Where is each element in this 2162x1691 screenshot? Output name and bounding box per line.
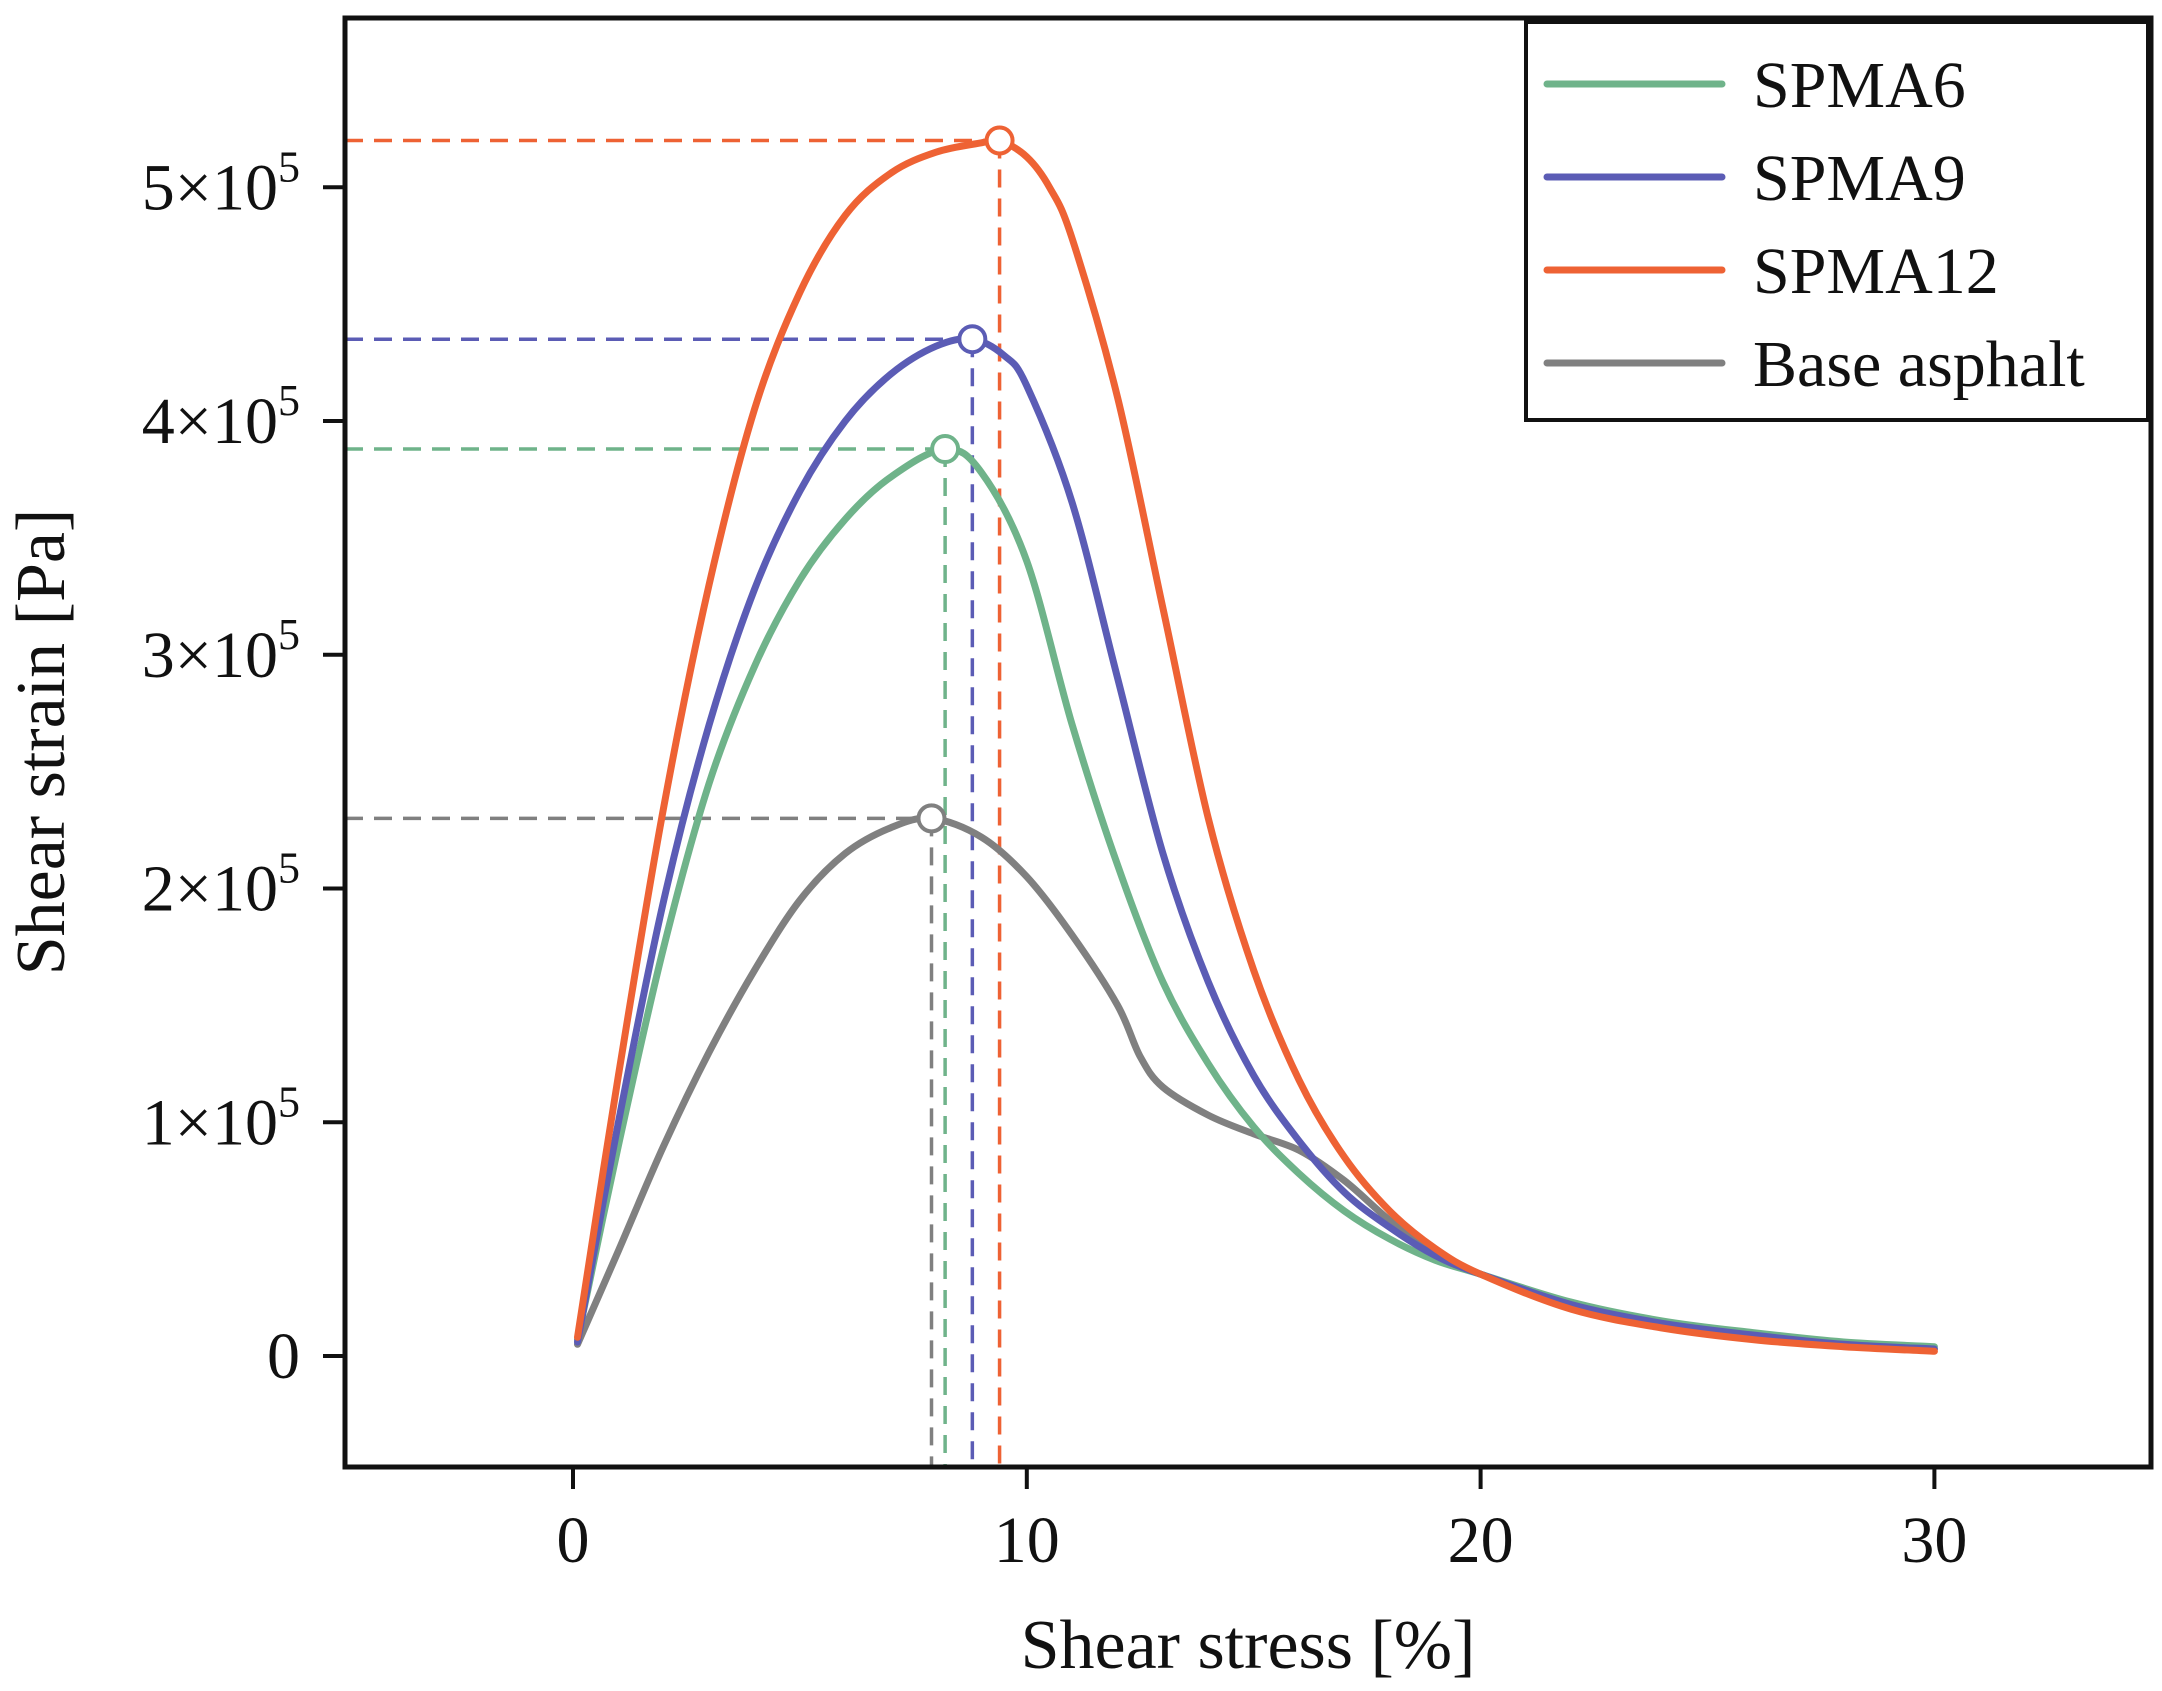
peak-marker-base-asphalt <box>916 803 947 834</box>
y-tick-label: 3×105 <box>142 610 300 692</box>
peak-marker-spma9 <box>957 324 988 355</box>
x-tick-label: 0 <box>557 1504 590 1577</box>
x-tick-label: 10 <box>994 1504 1060 1577</box>
plot-frame <box>342 15 2154 1470</box>
legend-label-spma6: SPMA6 <box>1753 49 1966 122</box>
legend-label-spma12: SPMA12 <box>1753 235 1999 308</box>
series-line-spma9 <box>574 335 1938 1353</box>
y-tick-label: 4×105 <box>142 376 300 458</box>
peak-marker-spma6 <box>930 434 961 465</box>
legend-items: SPMA6 SPMA9 SPMA12 Base asphalt <box>1543 49 2085 401</box>
peak-marker-spma12 <box>984 125 1015 156</box>
series-line-spma12 <box>574 136 1938 1355</box>
legend: SPMA6 SPMA9 SPMA12 Base asphalt <box>1524 20 2150 422</box>
series-lines <box>574 136 1938 1355</box>
series-line-spma6 <box>574 445 1938 1351</box>
x-tick-label: 20 <box>1448 1504 1514 1577</box>
x-axis-title: Shear stress [%] <box>1021 1607 1476 1684</box>
peak-markers <box>916 125 1015 834</box>
y-axis-ticks: 0 1×105 2×105 3×105 4×105 5×105 <box>142 142 345 1393</box>
y-tick-label: 0 <box>267 1320 300 1393</box>
legend-label-spma9: SPMA9 <box>1753 142 1966 215</box>
legend-box <box>1524 20 2150 422</box>
y-tick-label: 2×105 <box>142 844 300 926</box>
y-tick-label: 5×105 <box>142 142 300 224</box>
x-tick-label: 30 <box>1901 1504 1967 1577</box>
peak-guide-lines <box>345 138 1002 1467</box>
legend-label-base-asphalt: Base asphalt <box>1753 328 2085 401</box>
y-tick-label: 1×105 <box>142 1077 300 1159</box>
x-axis-ticks: 0 10 20 30 <box>557 1467 1967 1577</box>
y-axis-title: Shear strain [Pa] <box>3 509 80 976</box>
